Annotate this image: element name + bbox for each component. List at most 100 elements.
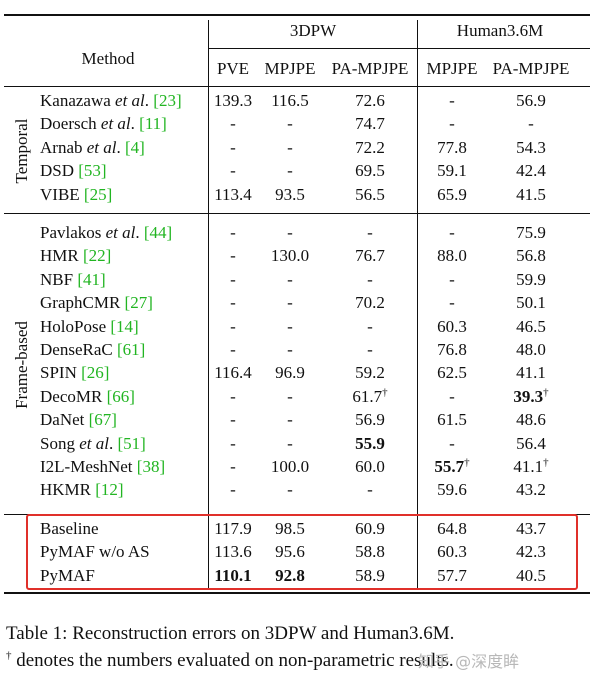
cell-value: 100.0 [270,457,310,476]
table-cell: - [449,433,455,455]
table-cell: 76.7 [355,245,385,267]
method-etal: et al [105,223,136,242]
caption-line-2-text: denotes the numbers evaluated on non-par… [11,650,454,671]
table-cell: 92.8 [275,565,305,587]
cell-value: 58.9 [355,565,385,585]
row-method-name: PyMAF w/o AS [40,541,150,563]
citation-ref[interactable]: [67] [88,410,117,430]
table-cell: - [230,269,236,291]
table-cell: - [287,160,293,182]
cell-value: - [230,114,236,134]
dagger-mark: † [464,456,470,469]
row-method-name: DenseRaC [61] [40,339,145,361]
table-cell: - [287,479,293,501]
table-cell: - [287,222,293,244]
citation-ref[interactable]: [22] [82,246,112,266]
citation-ref[interactable]: [38] [136,457,166,476]
method-label: HMR [40,246,83,266]
table-cell: 43.2 [516,479,546,501]
citation-ref[interactable]: [14] [110,316,139,336]
cell-value: 39.3 [513,386,544,406]
cell-value: - [287,410,293,430]
method-label: HoloPose [40,316,111,336]
method-dot: . [116,137,121,157]
table-cell: 64.8 [437,518,467,540]
table-cell: - [287,316,293,338]
table-cell: 50.1 [516,292,546,314]
cell-value: - [449,433,455,453]
citation-ref[interactable]: [41] [77,269,106,289]
table-cell: - [367,339,373,361]
cell-value: 62.5 [437,363,467,383]
cell-value: 139.3 [213,91,253,110]
cell-value: - [230,246,236,266]
citation-ref[interactable]: [25] [83,184,113,204]
table-cell: 48.0 [516,339,546,361]
cell-value: 88.0 [437,246,467,266]
table-cell: 43.7 [516,518,546,540]
highlight-box [26,514,578,590]
cell-value: - [367,269,373,289]
table-cell: - [367,316,373,338]
caption-line-1: Table 1: Reconstruction errors on 3DPW a… [6,623,455,644]
cell-value: - [287,316,293,336]
dagger-mark: † [382,386,388,399]
table-cell: - [230,113,236,135]
header-col-mpjpe-h36m: MPJPE [426,59,478,78]
cell-value: 57.7 [437,565,467,585]
table-cell: 41.1 [516,362,546,384]
cell-value: 60.3 [437,542,467,562]
table-cell: 139.3 [214,90,252,112]
row-method-name: Kanazawa et al. [23] [40,90,182,112]
table-cell: - [230,137,236,159]
table-cell: 46.5 [516,316,546,338]
method-dot: . [135,223,140,242]
citation-ref[interactable]: [11] [139,114,167,134]
cell-value: - [449,386,455,406]
header-col-pampjpe-h36m: PA-MPJPE [492,59,570,78]
table-cell: 57.7 [437,565,467,587]
row-method-name: SPIN [26] [40,362,109,384]
cell-value: 72.6 [355,91,385,110]
cell-value: - [449,269,455,289]
citation-ref[interactable]: [66] [106,386,135,406]
citation-ref[interactable]: [26] [81,363,110,383]
citation-ref[interactable]: [51] [117,433,146,453]
cell-value: - [230,340,236,359]
cell-value: - [367,340,373,359]
table-cell: 55.7† [434,456,469,478]
cell-value: 98.5 [275,519,305,538]
table-cell: 116.4 [214,362,252,384]
table-cell: 98.5 [275,518,305,540]
cell-value: 59.9 [516,269,546,289]
table-cell: - [287,386,293,408]
caption-line-2: † denotes the numbers evaluated on non-p… [6,647,596,674]
row-method-name: HMR [22] [40,245,111,267]
citation-ref[interactable]: [61] [116,340,146,359]
table-cell: - [287,292,293,314]
table-cell: - [230,409,236,431]
citation-ref[interactable]: [4] [124,137,145,157]
method-label: DaNet [40,410,89,430]
table-cell: 65.9 [437,184,467,206]
citation-ref[interactable]: [53] [78,161,107,181]
row-method-name: HoloPose [14] [40,316,139,338]
method-etal: et al [100,114,131,134]
citation-ref[interactable]: [23] [153,91,182,110]
method-label: NBF [40,269,78,289]
cell-value: 69.5 [355,161,385,181]
cell-value: 50.1 [516,293,546,313]
cell-value: - [230,293,236,313]
cell-value: 60.0 [355,457,385,476]
citation-ref[interactable]: [12] [95,480,124,500]
row-method-name: Doersch et al. [11] [40,113,167,135]
citation-ref[interactable]: [27] [124,293,153,313]
table-cell: 62.5 [437,362,467,384]
cell-value: 56.5 [355,184,385,204]
citation-ref[interactable]: [44] [143,223,173,242]
cell-value: 77.8 [437,137,467,157]
cell-value: 64.8 [437,519,467,538]
cell-value: - [230,433,236,453]
table-cell: 96.9 [275,362,305,384]
table-cell: - [287,433,293,455]
